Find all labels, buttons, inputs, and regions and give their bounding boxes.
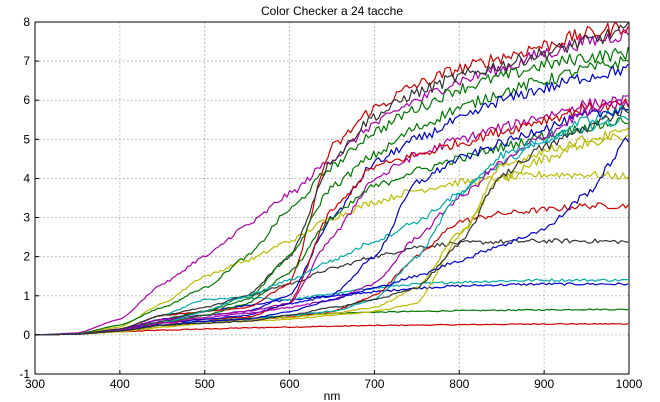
x-tick-label: 500 [195, 377, 215, 391]
tick-labels: 300 400 500 600 700 800 900 1000 -1 0 1 2 3 4 5 6 7 8 [19, 15, 642, 391]
x-axis-label: nm [324, 389, 341, 402]
x-tick-label: 600 [280, 377, 300, 391]
y-tick-label: 8 [23, 15, 30, 29]
y-tick-label: 3 [23, 211, 30, 225]
x-tick-label: 400 [110, 377, 130, 391]
series-line-14 [35, 95, 629, 336]
x-tick-label: 1000 [616, 377, 643, 391]
y-tick-label: 2 [23, 250, 30, 264]
series-line-11 [35, 22, 629, 336]
series-line-1 [35, 322, 629, 336]
x-tick-label: 300 [25, 377, 45, 391]
y-tick-label: 1 [23, 289, 30, 303]
y-tick-label: 6 [23, 93, 30, 107]
x-tick-label: 800 [449, 377, 469, 391]
series-line-24 [35, 105, 629, 336]
chart-title: Color Checker a 24 tacche [261, 4, 403, 18]
plot-frame [34, 21, 630, 375]
series-group [34, 21, 629, 336]
series-line-9 [34, 47, 629, 336]
y-tick-label: -1 [19, 367, 30, 381]
x-tick-label: 900 [534, 377, 554, 391]
x-tick-label: 700 [364, 377, 384, 391]
series-line-22 [35, 133, 629, 336]
y-tick-label: 7 [23, 54, 30, 68]
y-tick-label: 4 [23, 171, 30, 185]
plot-background [35, 22, 629, 374]
y-tick-label: 5 [23, 132, 30, 146]
y-tick-label: 0 [23, 328, 30, 342]
